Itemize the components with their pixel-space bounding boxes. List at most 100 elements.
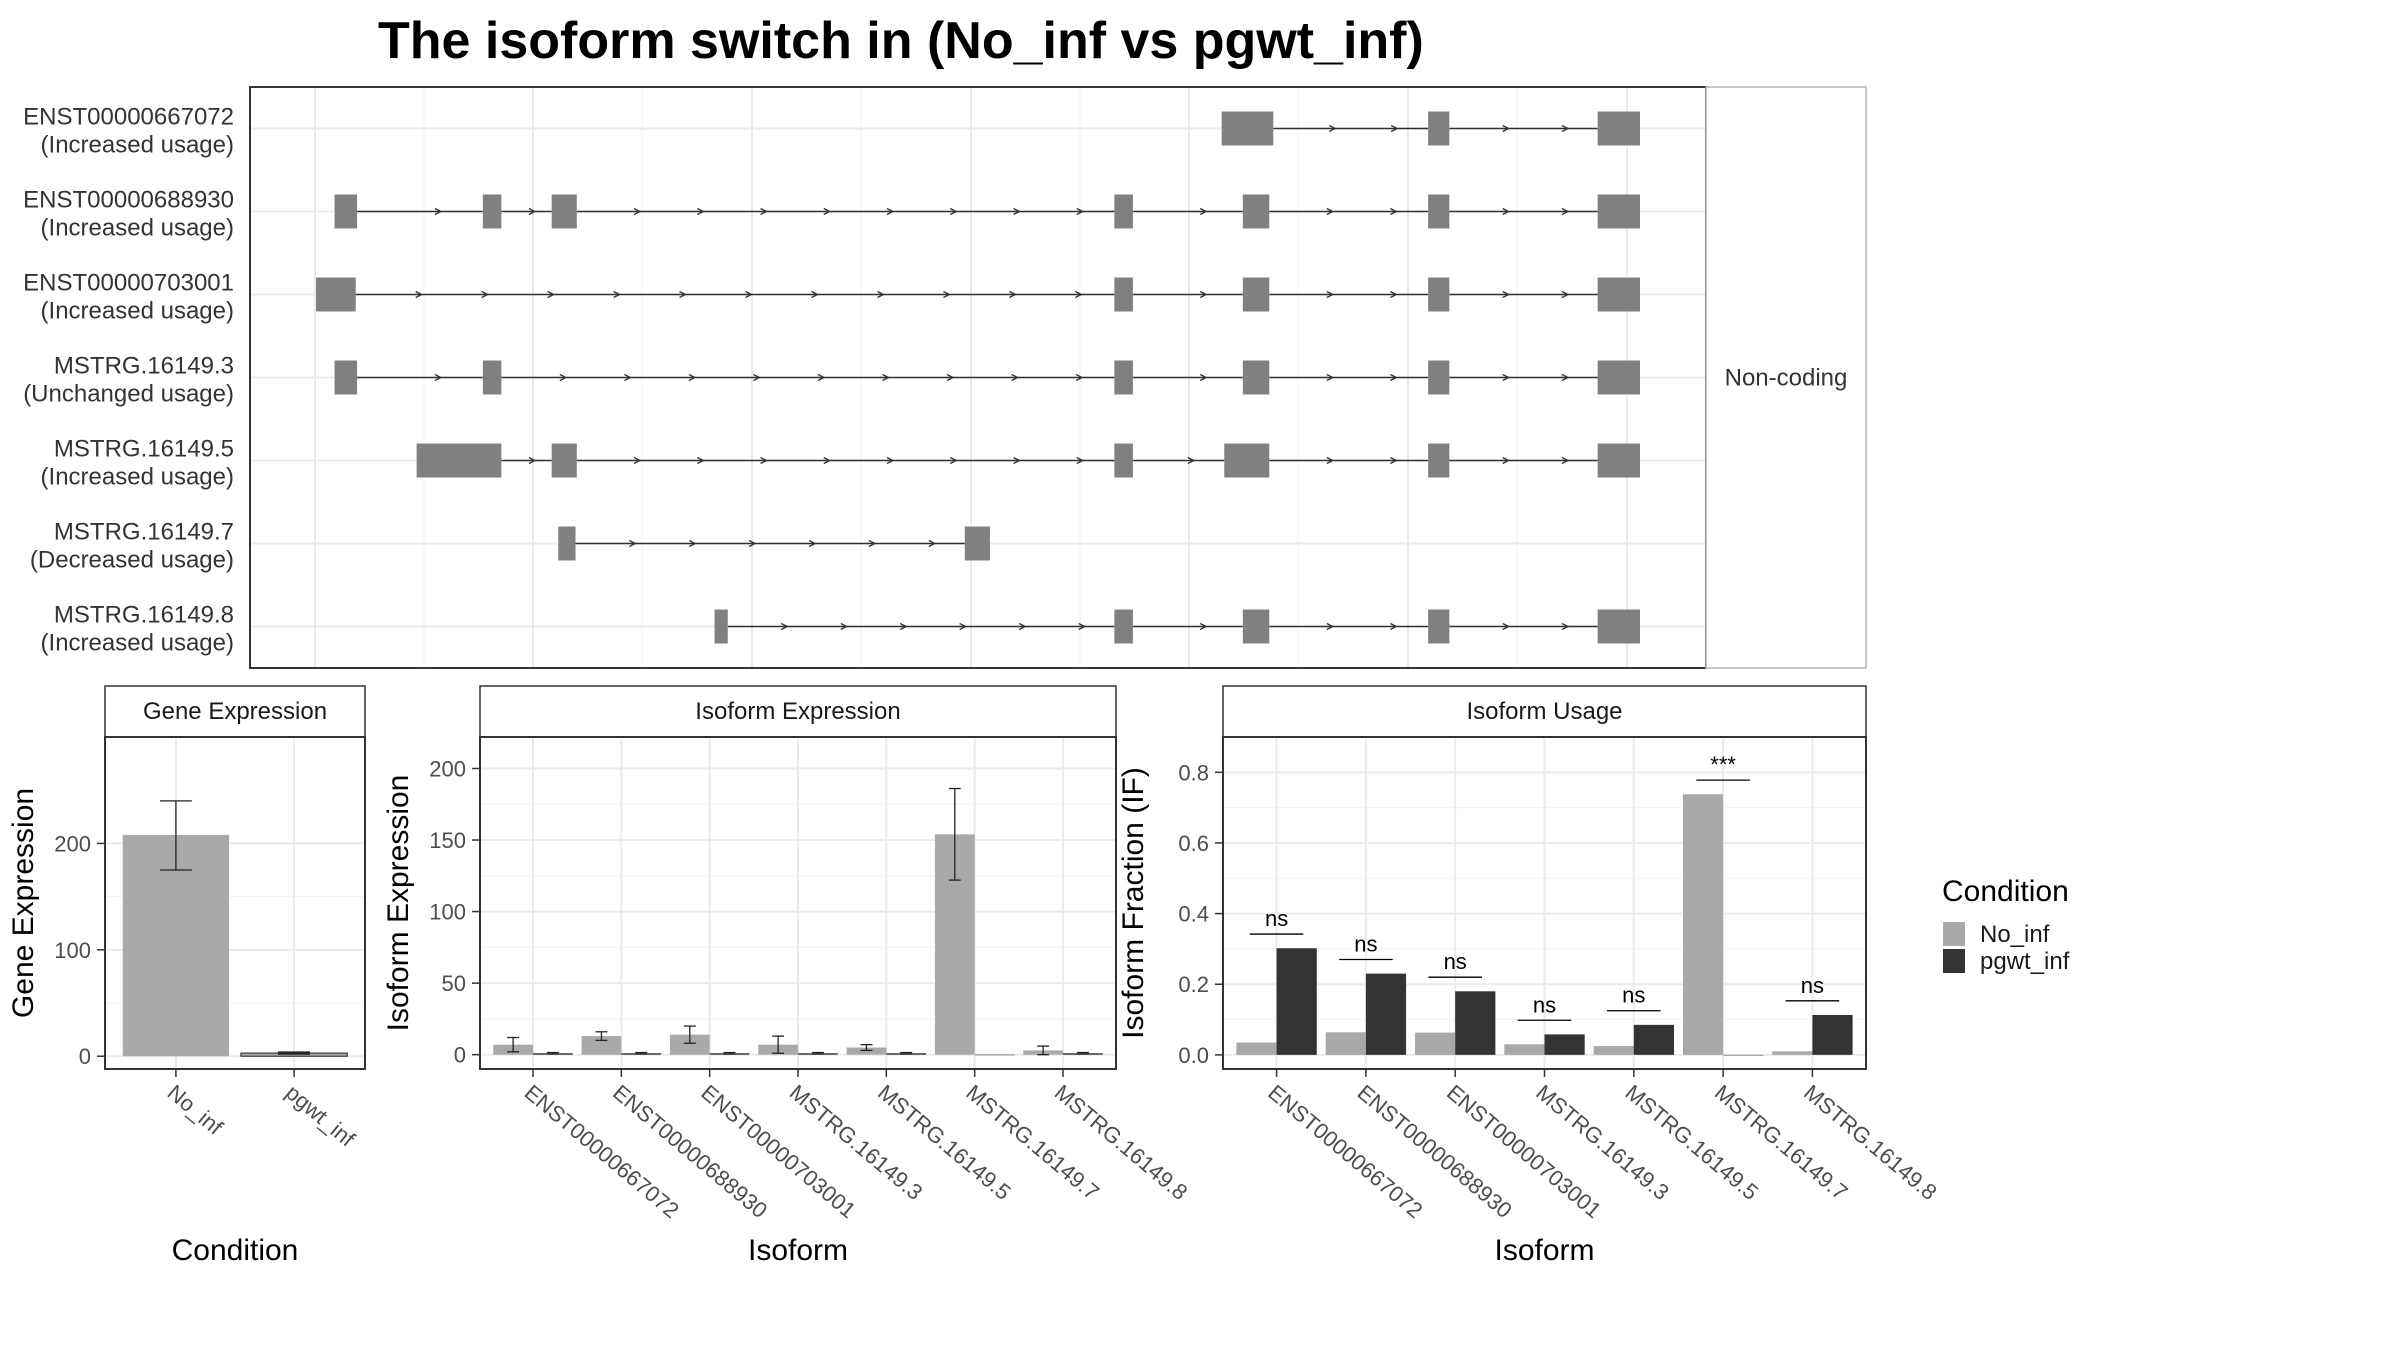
exon-block [1428, 194, 1450, 229]
intron-arrow [817, 373, 826, 382]
intron-arrow [760, 456, 769, 465]
intron-arrow [1326, 290, 1335, 299]
intron-arrow [547, 290, 556, 299]
intron-arrow [1561, 622, 1570, 631]
intron-arrow [1013, 456, 1021, 465]
exon-block [416, 443, 502, 478]
bar-pgwt_inf-ENST00000667072 [1276, 948, 1317, 1055]
intron-arrow [613, 290, 622, 299]
exon-block [334, 194, 358, 229]
legend-swatch-No_inf [1943, 922, 1965, 946]
bar-pgwt_inf-MSTRG.16149.7 [1723, 1054, 1764, 1056]
exon-block [1597, 111, 1640, 146]
intron-arrow [748, 539, 757, 548]
intron-arrow [1390, 207, 1398, 216]
intron-arrow [697, 207, 705, 216]
intron-arrow [1078, 622, 1087, 631]
intron-arrow [949, 207, 958, 216]
legend-label-pgwt_inf: pgwt_inf [1980, 948, 2070, 975]
isoform-name-label: ENST00000703001 [23, 270, 234, 297]
y-tick-label: 100 [54, 938, 91, 963]
x-tick-label: ENST00000688930 [608, 1080, 772, 1223]
significance-label: ns [1801, 973, 1824, 998]
bar-single-No_inf [122, 834, 230, 1057]
intron-arrow [434, 207, 443, 216]
x-tick-label: No_inf [163, 1080, 228, 1141]
intron-arrow [1076, 207, 1085, 216]
intron-arrow [823, 207, 832, 216]
y-axis-title: Isoform Expression [382, 775, 415, 1032]
bar-pgwt_inf-MSTRG.16149.5 [1633, 1024, 1674, 1055]
y-tick-label: 0.6 [1178, 831, 1209, 856]
intron-arrow [1013, 207, 1021, 216]
significance-label: ns [1265, 906, 1288, 931]
intron-arrow [823, 456, 832, 465]
panel-strip [1222, 685, 1867, 738]
isoform-usage-label: (Increased usage) [41, 215, 234, 242]
intron-arrow [780, 622, 789, 631]
significance-label: *** [1710, 752, 1736, 777]
intron-arrow [1018, 622, 1027, 631]
intron-arrow [1561, 207, 1570, 216]
intron-arrow [528, 456, 537, 465]
exon-block [1114, 194, 1133, 229]
exon-block [1597, 443, 1640, 478]
bar-pgwt_inf-MSTRG.16149.8 [1812, 1014, 1853, 1055]
intron-arrow [1199, 622, 1208, 631]
intron-arrow [1326, 456, 1335, 465]
exon-block [1242, 609, 1270, 644]
panel-title: Isoform Usage [1466, 698, 1622, 725]
exon-block [1428, 360, 1450, 395]
intron-arrow [1502, 373, 1511, 382]
y-tick-label: 50 [442, 971, 466, 996]
bar-No_inf-ENST00000703001 [669, 1034, 710, 1055]
intron-arrow [928, 539, 937, 548]
intron-arrow [633, 456, 642, 465]
plot-border [104, 736, 366, 1070]
intron-arrow [868, 539, 877, 548]
y-tick-label: 200 [429, 756, 466, 781]
intron-arrow [1561, 456, 1570, 465]
y-tick-label: 0.0 [1178, 1043, 1209, 1068]
x-tick-label: ENST00000667072 [520, 1080, 684, 1223]
exon-block [1428, 277, 1450, 312]
exon-block [482, 360, 502, 395]
intron-arrow [840, 622, 849, 631]
intron-arrow [1328, 124, 1337, 133]
significance-label: ns [1622, 983, 1645, 1008]
exon-block [551, 194, 577, 229]
intron-arrow [1011, 373, 1020, 382]
intron-arrow [1326, 373, 1335, 382]
intron-arrow [946, 373, 955, 382]
bar-No_inf-ENST00000688930 [581, 1036, 622, 1055]
intron-arrow [808, 539, 817, 548]
intron-arrow [1502, 290, 1511, 299]
exon-block [1428, 443, 1450, 478]
exon-block [1114, 443, 1133, 478]
intron-arrow [1390, 456, 1398, 465]
intron-arrow [899, 622, 908, 631]
intron-arrow [434, 373, 443, 382]
y-axis-title: Gene Expression [7, 788, 40, 1018]
x-axis-title: Isoform [1494, 1234, 1594, 1267]
x-tick-label: ENST00000703001 [1442, 1080, 1606, 1223]
isoform-expression-chart: Isoform Expression 0 50 100 150 200 ENST000006… [382, 685, 1192, 1267]
bar-No_inf-MSTRG.16149.3 [1504, 1044, 1545, 1055]
intron-arrow [1390, 290, 1398, 299]
intron-arrow [745, 290, 753, 299]
y-tick-label: 0.8 [1178, 760, 1209, 785]
isoform-usage-label: (Increased usage) [41, 132, 234, 159]
legend-title: Condition [1942, 875, 2069, 908]
legend-swatch-pgwt_inf [1943, 949, 1965, 973]
intron-arrow [886, 456, 895, 465]
bar-No_inf-ENST00000667072 [1236, 1042, 1277, 1055]
isoform-usage-label: (Decreased usage) [30, 547, 234, 574]
structure-strip [1705, 86, 1867, 669]
strip-label: Non-coding [1725, 365, 1848, 392]
exon-block [551, 443, 577, 478]
intron-arrow [1390, 622, 1398, 631]
significance-label: ns [1533, 992, 1556, 1017]
isoform-name-label: ENST00000667072 [23, 104, 234, 131]
